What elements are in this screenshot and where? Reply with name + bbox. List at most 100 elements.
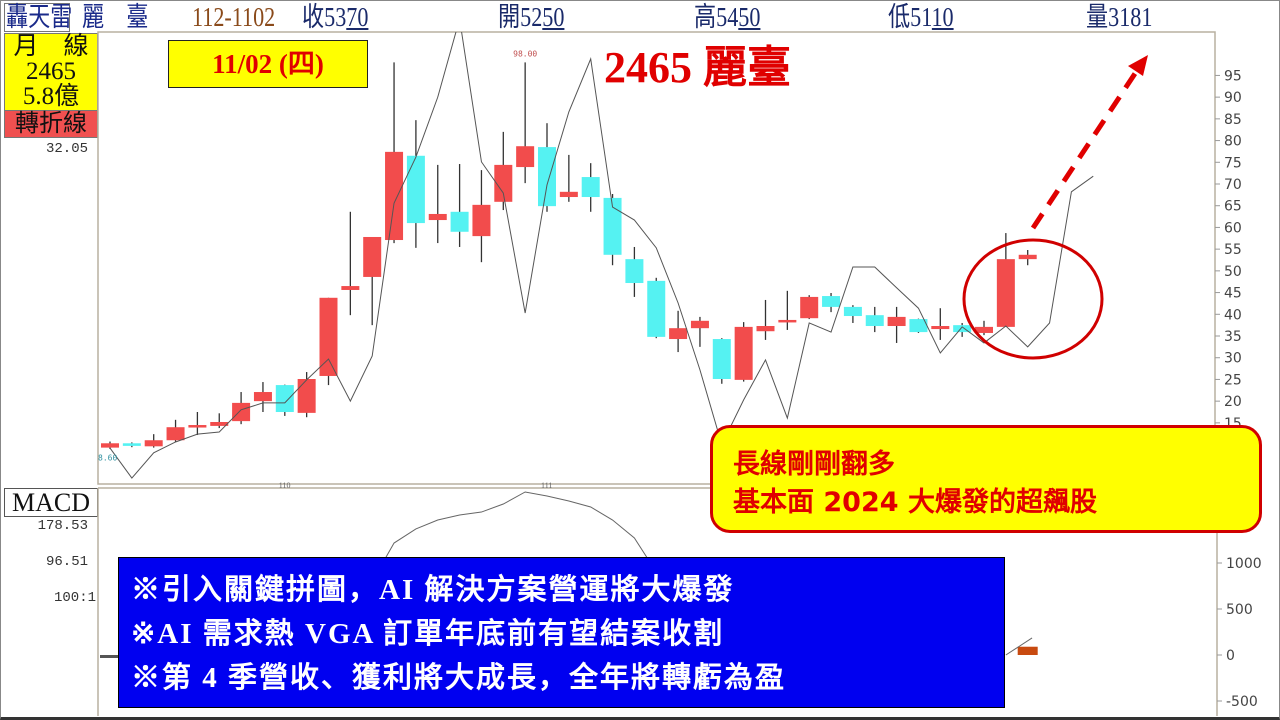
bullet-box: ※引入關鍵拼圖，AI 解決方案營運將大爆發 ※AI 需求熱 VGA 訂單年底前有…	[118, 557, 1005, 708]
y-tick-label: 40	[1224, 307, 1242, 323]
candle-up	[253, 392, 272, 402]
indicator-button[interactable]: 轉折線	[4, 110, 98, 138]
candle-up	[931, 326, 950, 330]
candle-up	[887, 316, 906, 327]
volume: 量3181	[1086, 2, 1152, 32]
candle-up	[1018, 254, 1037, 260]
trend-arrow-line	[1030, 70, 1139, 230]
bullet-3: ※第 4 季營收、獲利將大成長，全年將轉虧為盈	[131, 662, 787, 694]
candle-down	[953, 325, 972, 333]
stock-name: 麗 臺	[82, 2, 149, 32]
chart-title: 2465 麗臺	[604, 43, 791, 92]
high-price: 高5450	[694, 2, 760, 32]
candle-up	[166, 427, 185, 441]
macd-y-tick-label: 1000	[1226, 556, 1262, 572]
candle-up	[494, 164, 513, 202]
y-tick-label: 55	[1224, 242, 1242, 258]
y-tick-label: 80	[1224, 134, 1242, 150]
highlight-circle	[962, 238, 1104, 360]
low-price: 低5110	[888, 2, 954, 32]
stock-code: 2465	[26, 58, 76, 85]
low-main: 51	[910, 2, 932, 32]
trend-arrow-head	[1128, 55, 1148, 76]
y-tick-label: 65	[1224, 199, 1242, 215]
callout-line-2: 基本面 2024 大爆發的超飆股	[733, 487, 1097, 518]
low-sub: 10	[931, 2, 954, 32]
bullet-2: ※AI 需求熱 VGA 訂單年底前有望結案收割	[131, 618, 725, 650]
candle-up	[341, 286, 360, 290]
callout-line-1: 長線剛剛翻多	[733, 449, 895, 480]
indicator-value: 32.05	[45, 141, 88, 157]
close-price: 收5370	[302, 2, 368, 32]
high-label: 高	[694, 2, 717, 32]
candle-up	[319, 297, 338, 376]
x-tick-label: 111	[541, 481, 552, 490]
macd-y-tick-label: 0	[1226, 648, 1235, 664]
y-tick-label: 70	[1224, 177, 1242, 193]
candle-up	[800, 296, 819, 319]
y-tick-label: 25	[1224, 372, 1242, 388]
candle-up	[669, 328, 688, 340]
macd-scale: 100:1	[53, 590, 96, 606]
candle-down	[122, 443, 141, 446]
date-code: 112-1102	[192, 2, 276, 32]
candle-up	[975, 326, 993, 333]
candle-up	[232, 402, 251, 422]
y-tick-label: 45	[1224, 286, 1242, 302]
y-tick-label: 85	[1224, 112, 1242, 128]
candle-up	[756, 326, 775, 332]
open-sub: 50	[542, 2, 565, 32]
candle-down	[406, 155, 425, 224]
open-main: 52	[520, 2, 543, 32]
candle-down	[603, 197, 622, 255]
candle-up	[297, 379, 316, 413]
candle-up	[472, 204, 491, 237]
y-tick-label: 60	[1224, 220, 1242, 236]
y-tick-label: 95	[1224, 68, 1242, 84]
y-tick-label: 30	[1224, 351, 1242, 367]
candle-up	[516, 146, 535, 168]
candle-up	[210, 421, 229, 426]
candle-down	[275, 385, 294, 413]
system-name: 轟天雷	[6, 2, 73, 32]
macd-bar	[100, 655, 120, 658]
candle-up	[996, 259, 1015, 327]
volume-label: 量	[1086, 2, 1109, 32]
macd-value-2: 96.51	[45, 554, 88, 570]
candle-down	[647, 280, 666, 337]
macd-y-tick-label: -500	[1226, 694, 1258, 710]
macd-line	[384, 491, 648, 559]
callout-box: 長線剛剛翻多 基本面 2024 大爆發的超飆股	[710, 425, 1262, 533]
candle-up	[144, 440, 163, 447]
close-sub: 70	[346, 2, 369, 32]
y-tick-label: 75	[1224, 155, 1242, 171]
macd-line-tail	[1005, 637, 1033, 656]
candle-down	[865, 315, 884, 327]
high-marker: 98.00	[513, 49, 537, 58]
macd-value-1: 178.53	[37, 518, 88, 534]
low-marker: 8.60	[98, 454, 117, 463]
macd-bar	[1017, 646, 1038, 655]
candle-up	[778, 319, 797, 323]
high-main: 54	[716, 2, 739, 32]
turning-line	[109, 32, 1094, 479]
macd-button[interactable]: MACD	[4, 488, 98, 517]
candle-up	[385, 151, 404, 241]
candle-down	[538, 147, 556, 207]
high-sub: 50	[738, 2, 761, 32]
price-plot-area	[97, 31, 1216, 485]
y-tick-label: 50	[1224, 264, 1242, 280]
candle-up	[188, 425, 207, 428]
candle-up	[690, 320, 709, 329]
open-label: 開	[498, 2, 521, 32]
y-tick-label: 20	[1224, 394, 1242, 410]
close-main: 53	[324, 2, 347, 32]
low-label: 低	[888, 2, 911, 32]
candle-up	[101, 443, 119, 448]
candle-down	[625, 259, 644, 284]
x-tick-label: 110	[279, 481, 291, 490]
candle-down	[581, 177, 600, 198]
close-label: 收	[302, 2, 325, 32]
period-box: 月 線 2465 5.8億	[4, 33, 98, 112]
candle-down	[712, 339, 731, 380]
